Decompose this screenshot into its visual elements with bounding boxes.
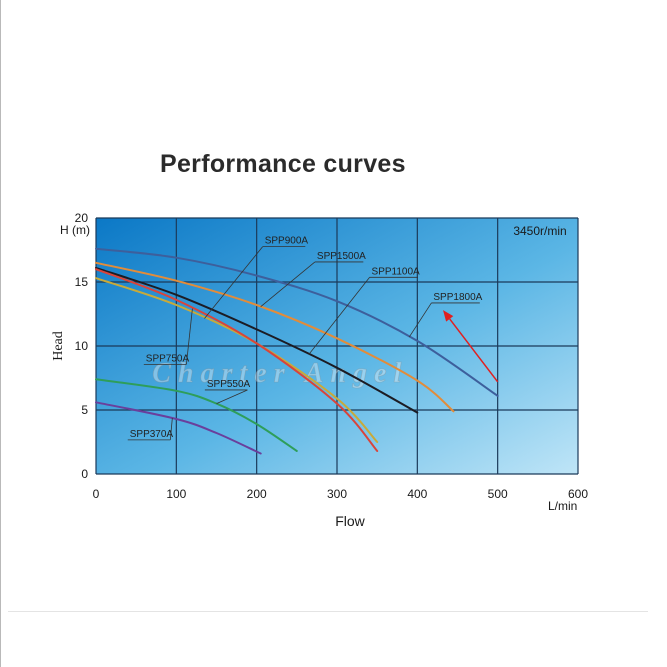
x-tick-label: 0 xyxy=(93,487,100,501)
label-leader xyxy=(260,261,316,308)
series-line-spp1800a xyxy=(95,247,499,397)
x-tick-label: 100 xyxy=(166,487,186,501)
x-tick-label: 500 xyxy=(488,487,508,501)
series-label-spp370a: SPP370A xyxy=(130,429,174,440)
series-label-spp1100a: SPP1100A xyxy=(372,266,421,277)
y-tick-label: 20 xyxy=(75,211,89,225)
y-tick-label: 10 xyxy=(75,339,89,353)
page-title: Performance curves xyxy=(160,150,406,178)
series-label-spp1500a: SPP1500A xyxy=(317,251,366,262)
speed-annotation: 3450r/min xyxy=(513,224,566,238)
series-line-spp550a xyxy=(95,378,298,452)
series-label-spp750a: SPP750A xyxy=(146,353,190,364)
label-leaders xyxy=(127,246,480,441)
series-line-spp1500a xyxy=(95,261,455,413)
y-tick-label: 15 xyxy=(75,275,89,289)
x-axis-unit: L/min xyxy=(548,499,577,513)
series-label-spp900a: SPP900A xyxy=(265,236,309,247)
x-tick-label: 200 xyxy=(247,487,267,501)
x-axis-label: Flow xyxy=(335,513,365,529)
x-tick-label: 300 xyxy=(327,487,347,501)
y-tick-label: 0 xyxy=(81,467,88,481)
y-axis-label: Head xyxy=(51,331,66,361)
series-lines xyxy=(95,247,499,455)
x-tick-label: 400 xyxy=(407,487,427,501)
series-label-spp550a: SPP550A xyxy=(207,379,251,390)
highlight-arrow xyxy=(449,318,499,383)
bottom-border xyxy=(8,611,648,612)
left-border xyxy=(0,0,1,667)
series-line-spp750a xyxy=(95,268,379,452)
label-leader xyxy=(186,308,193,365)
x-tick-labels: 0 100 200 300 400 500 600 xyxy=(93,487,589,501)
series-line-spp1100a xyxy=(95,266,419,414)
series-label-spp1800a: SPP1800A xyxy=(433,292,482,303)
x-tick-label: 600 xyxy=(568,487,588,501)
y-tick-label: 5 xyxy=(81,403,88,417)
label-leader xyxy=(216,389,248,404)
y-tick-labels: 0 5 10 15 20 xyxy=(75,211,89,481)
watermark-text: Charter Angel xyxy=(152,358,401,389)
label-leader xyxy=(308,277,370,355)
label-leader xyxy=(408,302,432,338)
y-axis-unit: H (m) xyxy=(60,223,90,237)
grid-lines xyxy=(95,217,579,475)
label-leader xyxy=(169,418,173,440)
series-line-spp370a xyxy=(95,401,262,455)
label-leader xyxy=(204,246,264,319)
highlight-arrow-head xyxy=(443,310,454,322)
series-labels: SPP1800A SPP1500A SPP1100A SPP900A SPP750A SP… xyxy=(130,236,483,440)
